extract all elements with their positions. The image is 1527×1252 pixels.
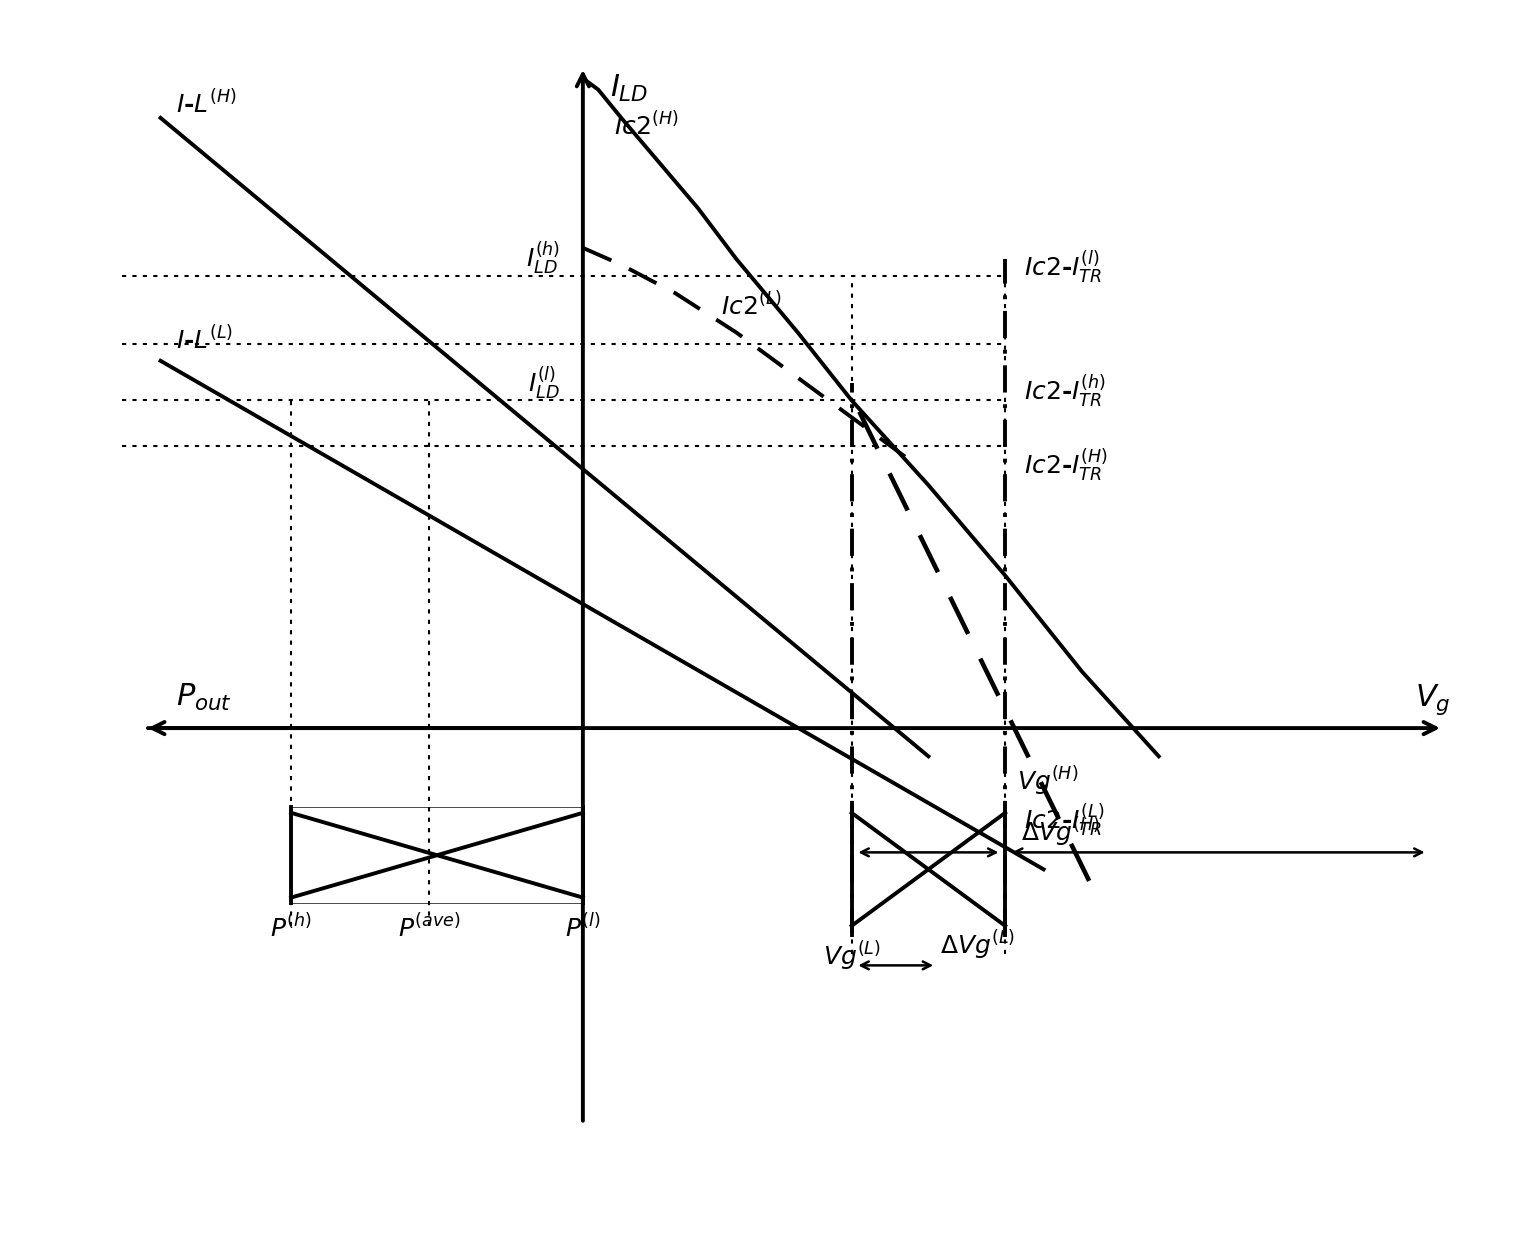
Text: $Ic2$-$I_{TR}^{(H)}$: $Ic2$-$I_{TR}^{(H)}$ [1025,446,1109,483]
Text: $I$-$L^{(L)}$: $I$-$L^{(L)}$ [176,326,234,354]
Text: $\Delta Vg^{(H)}$: $\Delta Vg^{(H)}$ [1020,815,1099,849]
Text: $P^{(ave)}$: $P^{(ave)}$ [399,914,461,943]
Text: $Ic2$-$I_{TR}^{(h)}$: $Ic2$-$I_{TR}^{(h)}$ [1025,373,1106,411]
Text: $Ic2$-$I_{TR}^{(l)}$: $Ic2$-$I_{TR}^{(l)}$ [1025,249,1102,285]
Text: $Ic2$-$I_{TR}^{(L)}$: $Ic2$-$I_{TR}^{(L)}$ [1025,803,1104,840]
Text: $I_{LD}$: $I_{LD}$ [609,73,647,104]
Text: $\Delta Vg^{(L)}$: $\Delta Vg^{(L)}$ [941,928,1015,962]
Text: $P^{(h)}$: $P^{(h)}$ [270,914,312,943]
Text: $Vg^{(L)}$: $Vg^{(L)}$ [823,939,881,973]
Text: $I_{LD}^{(h)}$: $I_{LD}^{(h)}$ [525,240,560,277]
Text: $V_g$: $V_g$ [1416,681,1451,716]
Text: $Vg^{(H)}$: $Vg^{(H)}$ [1017,765,1078,798]
Text: $Ic2^{(L)}$: $Ic2^{(L)}$ [721,292,782,321]
Text: $Ic2^{(H)}$: $Ic2^{(H)}$ [614,111,678,140]
Text: $I$-$L^{(H)}$: $I$-$L^{(H)}$ [176,89,237,118]
Text: $I_{LD}^{(l)}$: $I_{LD}^{(l)}$ [528,364,560,402]
Text: $P^{(l)}$: $P^{(l)}$ [565,914,600,943]
Text: $P_{out}$: $P_{out}$ [176,681,232,712]
